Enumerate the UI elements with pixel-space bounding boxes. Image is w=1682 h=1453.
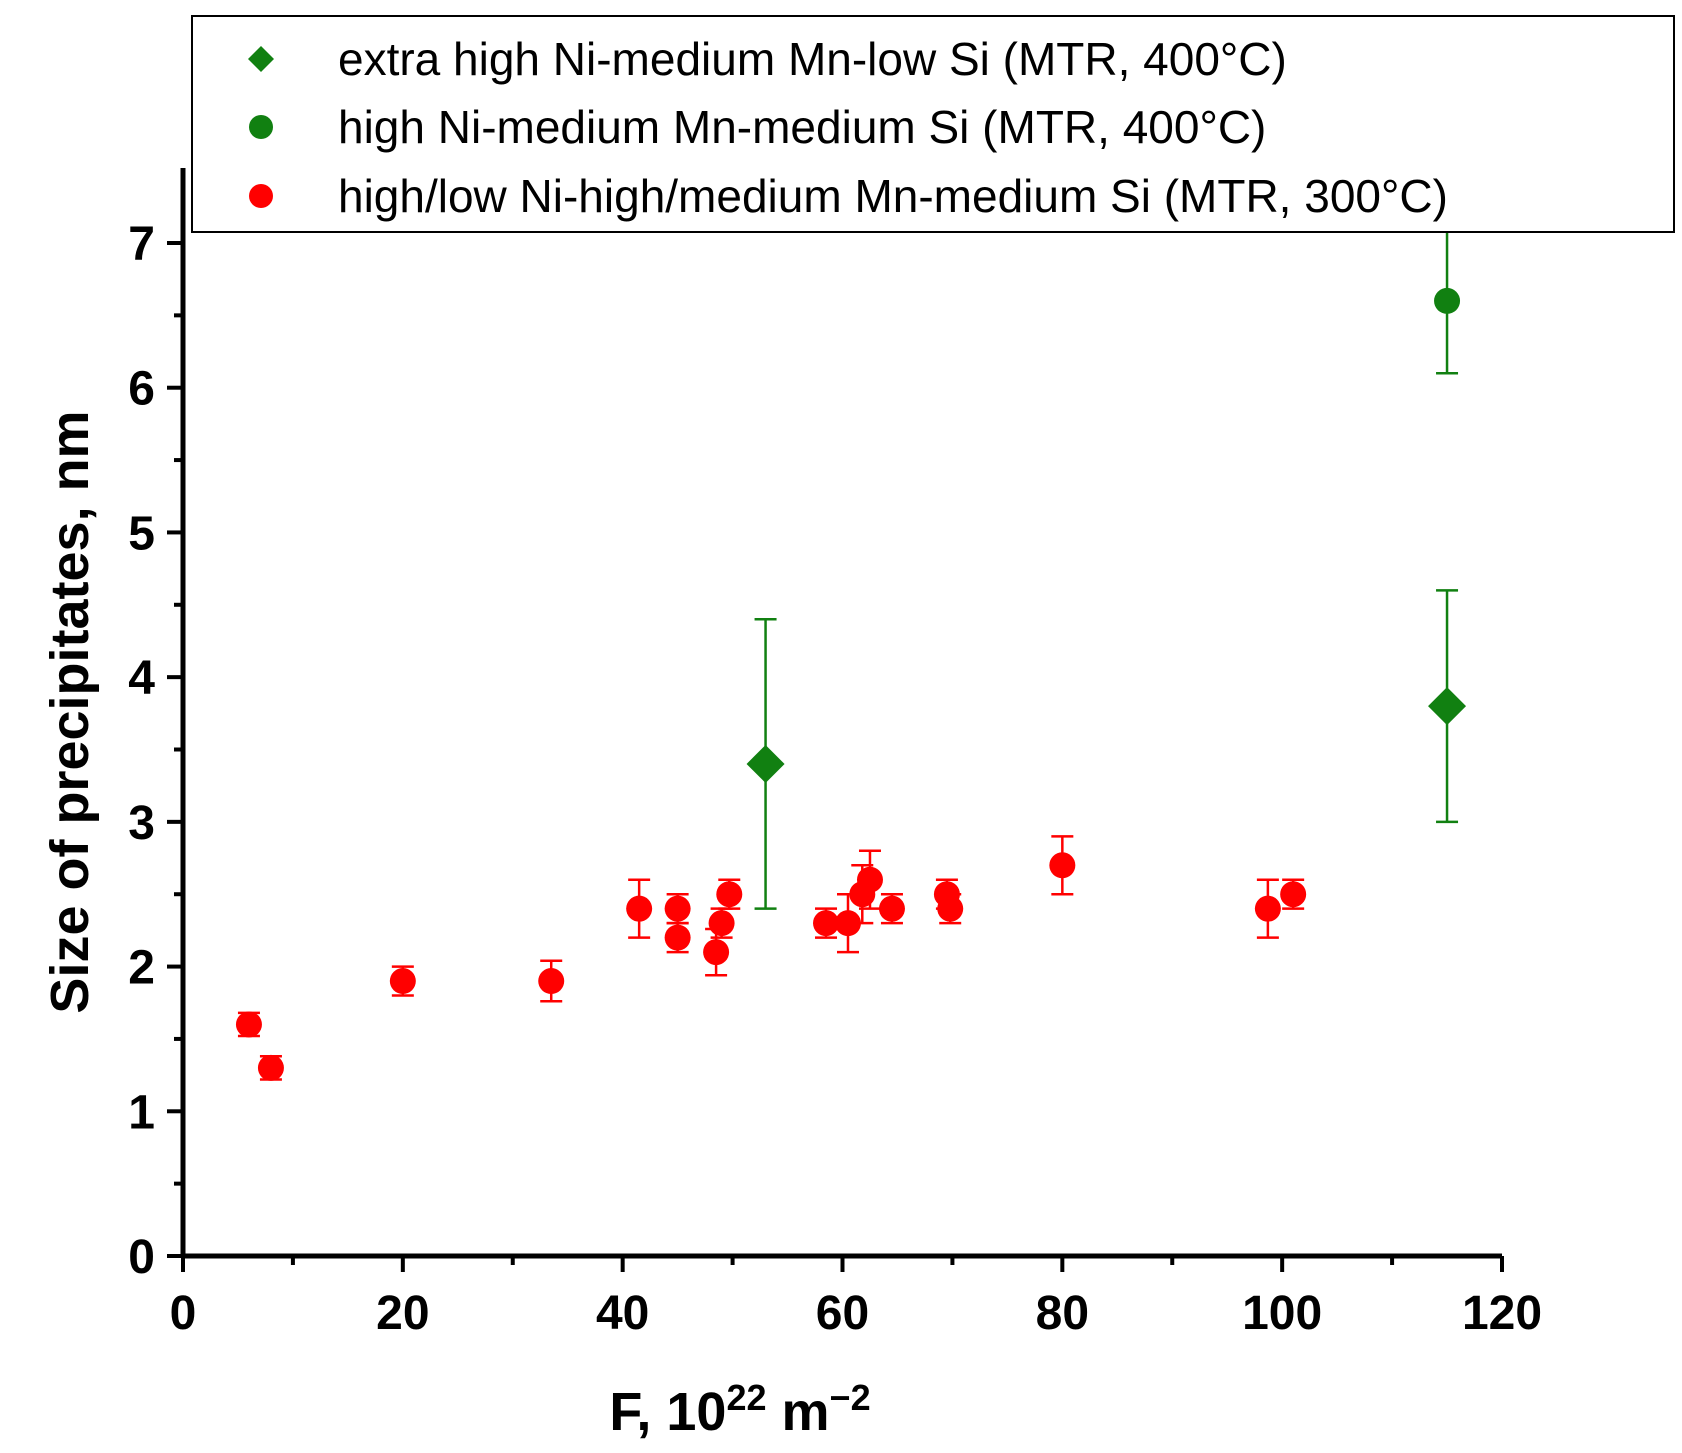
data-point [538,968,565,995]
legend-marker-1 [248,46,274,72]
legend-marker-3 [249,184,273,208]
y-tick-label: 3 [128,797,155,850]
y-tick-label: 5 [128,507,155,560]
legend-label-1: extra high Ni-medium Mn-low Si (MTR, 400… [338,33,1287,85]
y-tick-label: 4 [128,652,155,705]
data-point [257,1054,284,1081]
data-point [664,924,691,951]
data-point [856,866,883,893]
x-tick-label: 40 [596,1287,649,1340]
data-point [834,910,861,937]
x-axis-title-sup2: −2 [830,1377,871,1418]
y-tick-label: 2 [128,942,155,995]
x-tick-label: 20 [376,1287,429,1340]
y-tick-label: 6 [128,363,155,416]
data-point [1049,852,1076,879]
series-1 [746,589,1467,910]
x-tick-label: 60 [816,1287,869,1340]
y-tick-label: 1 [128,1086,155,1139]
data-point [703,939,730,966]
data-point [813,910,840,937]
x-axis-title-main: F, 10 [609,1382,726,1442]
legend-marker-2 [249,115,273,139]
data-point [716,881,743,908]
data-point [1280,881,1307,908]
x-tick-label: 0 [170,1287,197,1340]
y-axis-title: Size of precipitates, nm [40,410,100,1013]
legend-frame [191,15,1675,233]
y-tick-label: 7 [128,218,155,271]
x-tick-label: 100 [1242,1287,1322,1340]
data-point [937,895,964,922]
x-tick-label: 80 [1036,1287,1089,1340]
x-tick-label: 120 [1462,1287,1542,1340]
x-axis-title-mid: m [767,1382,830,1442]
x-axis-title: F, 1022 m−2 [609,1377,870,1442]
axes-layer: 0 20 40 60 80 100 120 0 1 2 3 4 5 6 7 [128,168,1542,1340]
data-layer [235,227,1467,1081]
x-axis-title-sup1: 22 [726,1377,766,1418]
data-point [1434,287,1461,314]
data-point [878,895,905,922]
series-3 [235,835,1307,1081]
data-point [746,744,785,783]
data-point [708,910,735,937]
data-point [664,895,691,922]
data-point [389,968,416,995]
data-point [235,1011,262,1038]
legend-label-3: high/low Ni-high/medium Mn-medium Si (MT… [338,170,1448,222]
legend: extra high Ni-medium Mn-low Si (MTR, 400… [191,15,1675,233]
legend-label-2: high Ni-medium Mn-medium Si (MTR, 400°C) [338,101,1266,153]
series-2 [1434,227,1461,375]
data-point [626,895,653,922]
y-tick-label: 0 [128,1231,155,1284]
data-point [1428,687,1467,726]
data-point [1254,895,1281,922]
